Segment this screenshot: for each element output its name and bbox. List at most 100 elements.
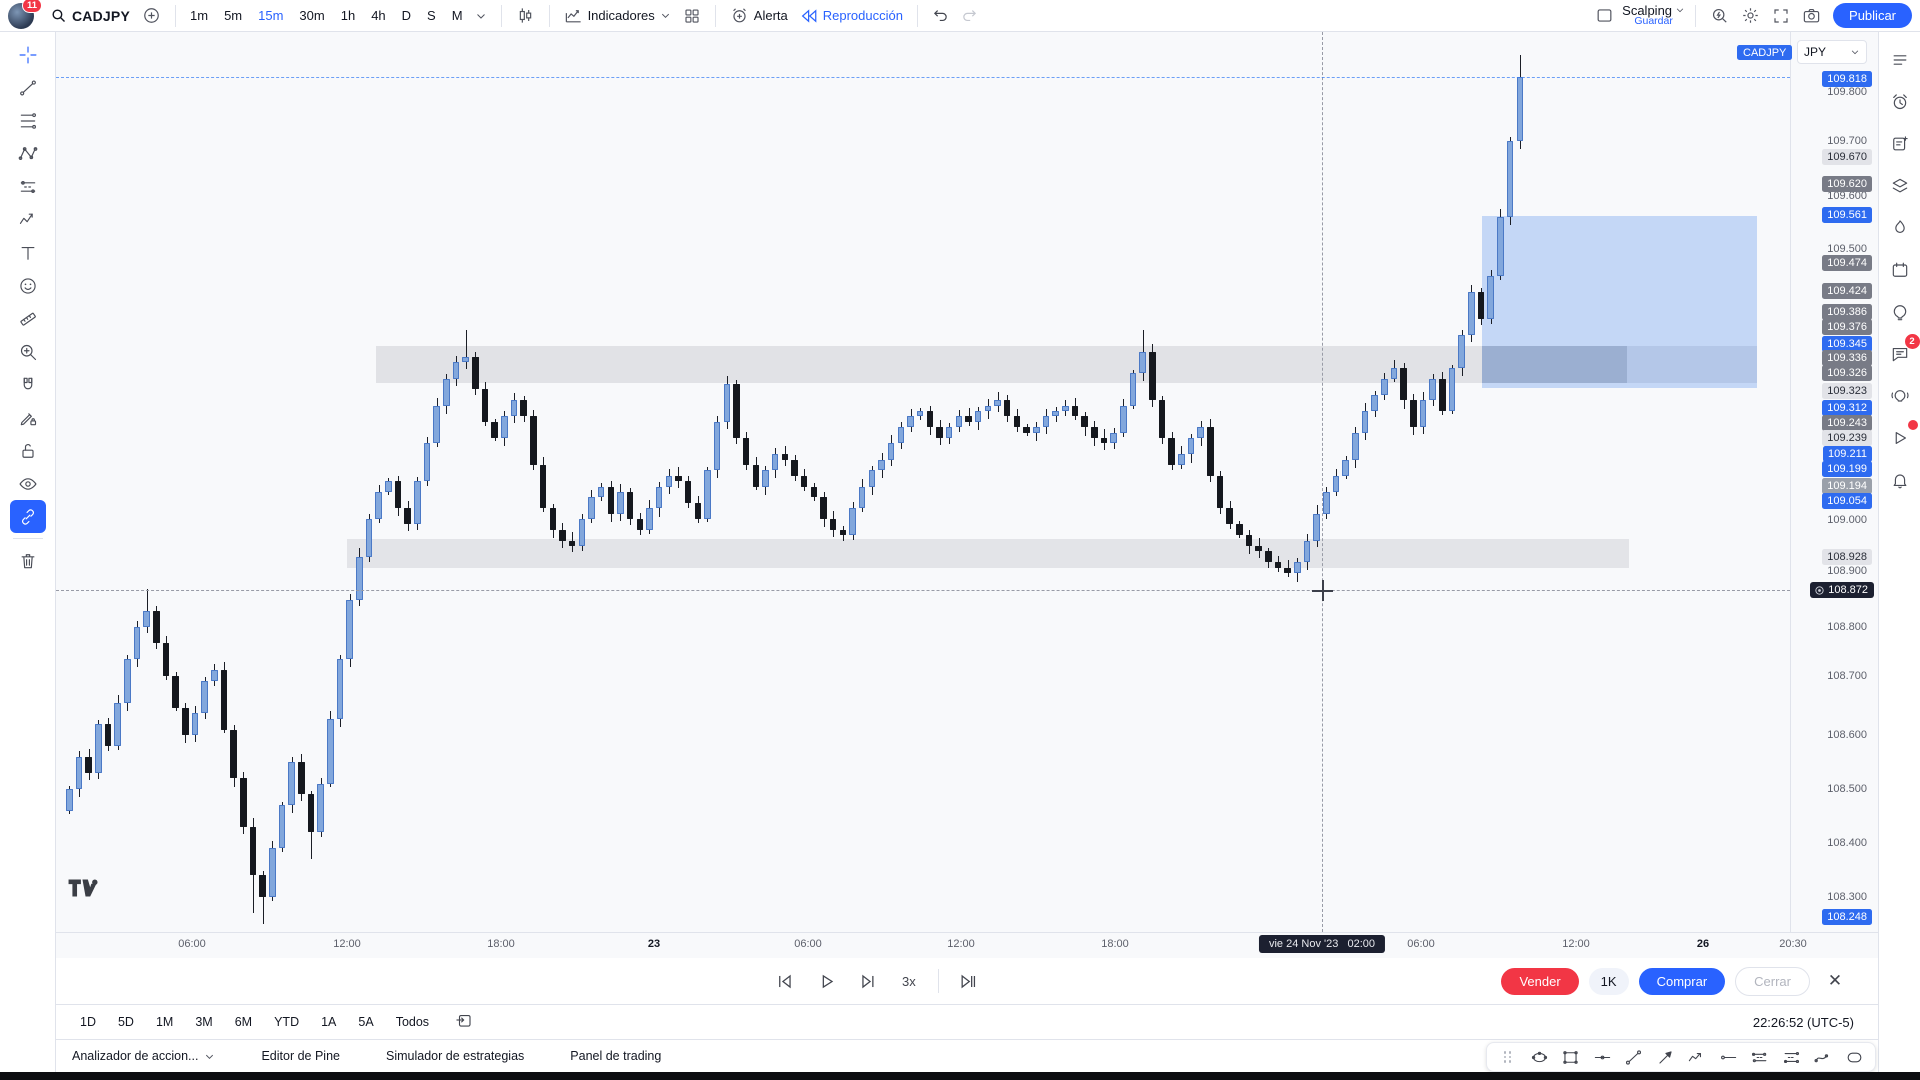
range-todos[interactable]: Todos <box>395 1015 430 1029</box>
streams-icon[interactable] <box>1884 380 1916 411</box>
save-layout-button[interactable]: Guardar <box>1634 14 1673 27</box>
rounded-shape-tool[interactable] <box>1840 1044 1870 1070</box>
crosshair-tool[interactable] <box>10 38 46 71</box>
text-tool[interactable] <box>10 236 46 269</box>
chat-icon[interactable]: 2 <box>1884 334 1920 369</box>
curve-tool[interactable] <box>1808 1044 1838 1070</box>
symbol-search-button[interactable]: CADJPY <box>44 4 136 27</box>
range-5a[interactable]: 5A <box>358 1015 374 1029</box>
arrow-tool[interactable] <box>1651 1044 1681 1070</box>
timeframe-S[interactable]: S <box>427 8 436 23</box>
range-1d[interactable]: 1D <box>80 1015 96 1029</box>
timeframe-1h[interactable]: 1h <box>340 8 356 23</box>
quantity-button[interactable]: 1K <box>1588 967 1629 995</box>
watchlist-icon[interactable] <box>1884 44 1916 75</box>
buy-button[interactable]: Comprar <box>1638 967 1726 995</box>
snapshot-camera-icon[interactable] <box>1796 3 1827 28</box>
object-tree-icon[interactable] <box>1884 170 1916 201</box>
tab-simulador-de-estrategias[interactable]: Simulador de estrategias <box>386 1049 525 1063</box>
parallel-channel-tool[interactable] <box>1745 1044 1775 1070</box>
drag-handle[interactable] <box>1493 1044 1523 1070</box>
indicators-button[interactable]: Indicadores <box>558 3 677 28</box>
time-axis[interactable]: 06:00 12:00 18:00 23 06:00 12:00 18:00 06:00 12:… <box>56 932 1878 958</box>
upper-gray-band-dark[interactable] <box>1482 346 1627 383</box>
long-position-tool[interactable] <box>10 170 46 203</box>
clock-label[interactable]: 22:26:52 (UTC-5) <box>1752 1014 1854 1030</box>
chart-pane[interactable] <box>56 32 1790 932</box>
alert-button[interactable]: Alerta <box>724 3 794 28</box>
range-ytd[interactable]: YTD <box>274 1015 300 1029</box>
magnet-tool[interactable] <box>10 368 46 401</box>
drawing-pencil-tool[interactable] <box>10 401 46 434</box>
range-3m[interactable]: 3M <box>195 1015 213 1029</box>
elliott-wave-tool[interactable] <box>10 203 46 236</box>
layout-menu[interactable]: Scalping Guardar <box>1622 4 1685 27</box>
play-button[interactable] <box>810 965 842 997</box>
live-icon[interactable] <box>1884 420 1918 453</box>
horizontal-line-tool[interactable] <box>1588 1044 1618 1070</box>
tab-panel-de-trading[interactable]: Panel de trading <box>570 1049 662 1063</box>
settings-gear-icon[interactable] <box>1735 3 1766 28</box>
timeframe-1m[interactable]: 1m <box>190 8 209 23</box>
ideas-icon[interactable] <box>1884 296 1916 327</box>
range-1a[interactable]: 1A <box>321 1015 337 1029</box>
ray-tool[interactable] <box>1714 1044 1744 1070</box>
hotlists-icon[interactable] <box>1884 212 1916 243</box>
zoom-in-tool[interactable] <box>10 335 46 368</box>
range-6m[interactable]: 6M <box>234 1015 253 1029</box>
range-1m[interactable]: 1M <box>155 1015 174 1029</box>
quick-search-icon[interactable] <box>1704 3 1735 28</box>
timeframe-30m[interactable]: 30m <box>299 8 325 23</box>
range-5d[interactable]: 5D <box>117 1015 134 1029</box>
timeframe-5m[interactable]: 5m <box>224 8 243 23</box>
measure-tool[interactable] <box>10 302 46 335</box>
compare-add-icon[interactable] <box>136 3 167 28</box>
fullscreen-icon[interactable] <box>1766 4 1796 28</box>
sync-drawings-tool[interactable] <box>9 500 46 533</box>
go-to-date-icon[interactable] <box>455 1011 473 1034</box>
skip-to-start-button[interactable] <box>768 965 800 997</box>
tab-editor-de-pine[interactable]: Editor de Pine <box>261 1049 340 1063</box>
flat-channel-tool[interactable] <box>1777 1044 1807 1070</box>
trash-tool[interactable] <box>10 544 46 577</box>
polyline-tool[interactable] <box>1682 1044 1712 1070</box>
layout-grid-icon[interactable] <box>677 4 707 28</box>
timeframe-15m[interactable]: 15m <box>258 8 284 23</box>
step-forward-button[interactable] <box>852 965 884 997</box>
upper-gray-band[interactable] <box>376 346 1757 383</box>
supply-zone-box[interactable] <box>1482 216 1757 388</box>
rectangle-tool[interactable] <box>1556 1044 1586 1070</box>
chart-style-icon[interactable] <box>510 3 541 28</box>
replay-button[interactable]: Reproducción <box>794 4 909 28</box>
notes-icon[interactable] <box>1884 128 1916 159</box>
sell-button[interactable]: Vender <box>1501 967 1579 995</box>
trend-line-tool[interactable] <box>1619 1044 1649 1070</box>
user-menu[interactable]: 11 <box>8 0 42 29</box>
alerts-icon[interactable] <box>1884 86 1916 117</box>
chevron-down-icon[interactable] <box>469 7 493 25</box>
skip-to-end-button[interactable] <box>953 965 985 997</box>
lock-tool[interactable] <box>10 434 46 467</box>
close-panel-icon[interactable]: ✕ <box>1827 971 1843 990</box>
hide-drawings-tool[interactable] <box>10 467 46 500</box>
undo-icon[interactable] <box>926 4 955 27</box>
price-axis[interactable]: CADJPY JPY 109.818 109.800 109.700 109.670 1… <box>1737 32 1878 932</box>
emoji-tool[interactable] <box>10 269 46 302</box>
select-layout-icon[interactable] <box>1589 3 1620 28</box>
close-position-button[interactable]: Cerrar <box>1735 966 1810 996</box>
lower-gray-band[interactable] <box>347 538 1629 568</box>
tab-analizador-de-accion[interactable]: Analizador de accion... <box>72 1049 215 1063</box>
publish-button[interactable]: Publicar <box>1833 3 1912 28</box>
fib-retracement-tool[interactable] <box>10 104 46 137</box>
notifications-icon[interactable] <box>1884 464 1916 495</box>
timeframe-D[interactable]: D <box>401 8 412 23</box>
ellipse-tool[interactable] <box>1525 1044 1555 1070</box>
xabcd-pattern-tool[interactable] <box>10 137 46 170</box>
calendar-icon[interactable] <box>1884 254 1916 285</box>
timeframe-4h[interactable]: 4h <box>371 8 386 23</box>
trend-line-tool[interactable] <box>10 71 46 104</box>
currency-dropdown[interactable]: JPY <box>1797 40 1867 64</box>
redo-icon[interactable] <box>955 4 984 27</box>
speed-button[interactable]: 3x <box>902 973 916 989</box>
timeframe-M[interactable]: M <box>451 8 463 23</box>
